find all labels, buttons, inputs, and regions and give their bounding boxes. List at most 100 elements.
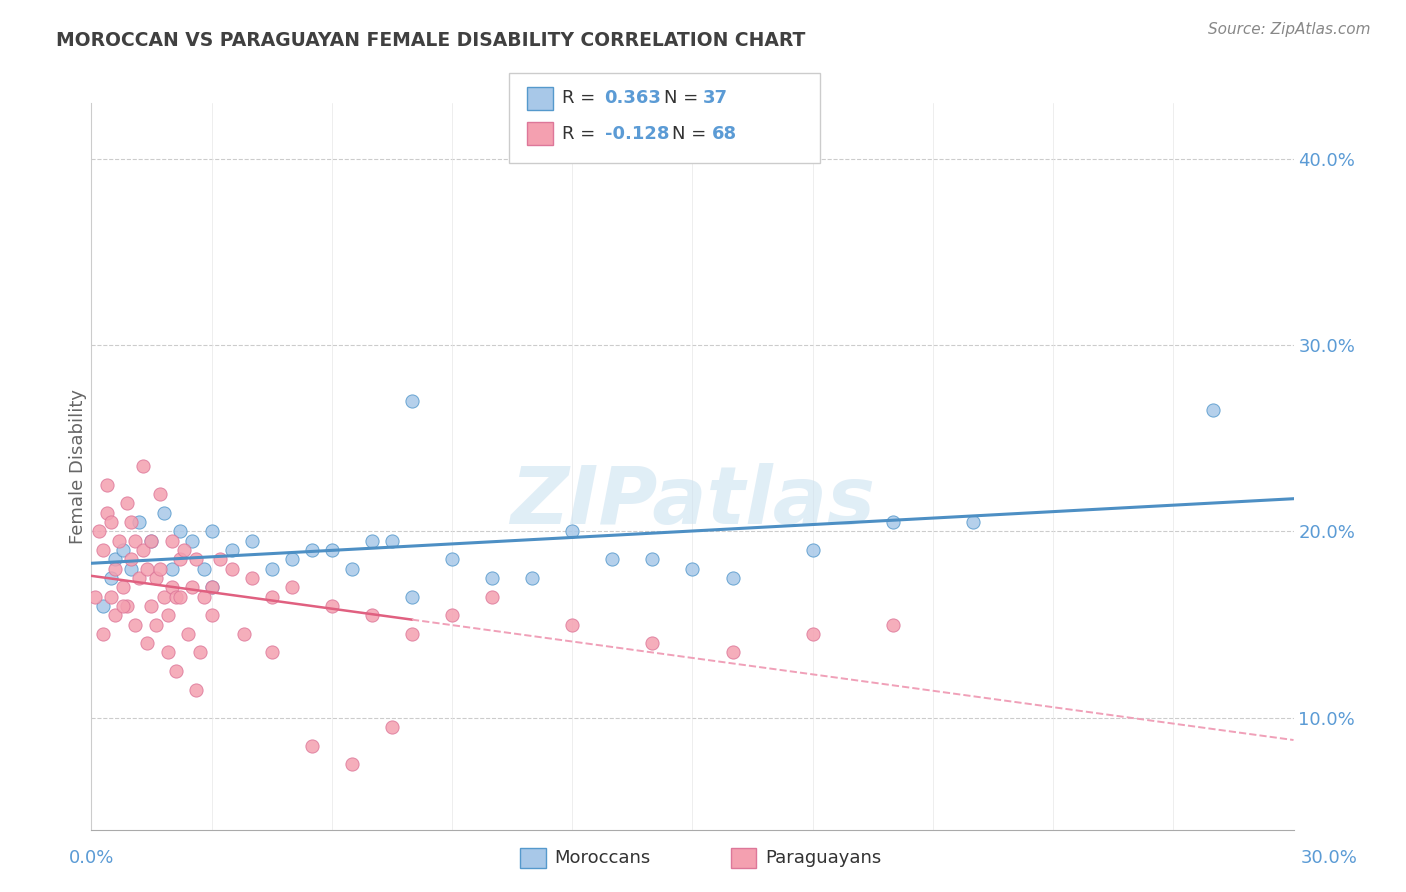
Point bbox=[136, 561, 159, 575]
Point bbox=[193, 561, 215, 575]
Point bbox=[89, 524, 111, 539]
Text: N =: N = bbox=[664, 89, 703, 107]
Point bbox=[201, 580, 224, 594]
Point bbox=[721, 645, 744, 659]
Point bbox=[165, 664, 187, 678]
Point bbox=[301, 739, 323, 753]
Point bbox=[117, 599, 139, 613]
Text: N =: N = bbox=[672, 125, 711, 143]
Text: -0.128: -0.128 bbox=[605, 125, 669, 143]
Point bbox=[221, 543, 243, 558]
Point bbox=[145, 571, 167, 585]
Point bbox=[381, 720, 404, 734]
Point bbox=[141, 533, 163, 548]
Point bbox=[520, 571, 543, 585]
Point bbox=[141, 533, 163, 548]
Point bbox=[201, 608, 224, 623]
Point bbox=[184, 552, 207, 566]
Point bbox=[481, 571, 503, 585]
Point bbox=[232, 627, 254, 641]
Point bbox=[84, 590, 107, 604]
Point bbox=[360, 533, 382, 548]
Point bbox=[132, 543, 155, 558]
Point bbox=[93, 599, 115, 613]
Point bbox=[121, 552, 143, 566]
Point bbox=[128, 571, 150, 585]
Text: 68: 68 bbox=[711, 125, 737, 143]
Point bbox=[301, 543, 323, 558]
Point bbox=[96, 477, 118, 491]
Point bbox=[169, 524, 191, 539]
Text: Paraguayans: Paraguayans bbox=[765, 849, 882, 867]
Point bbox=[160, 533, 183, 548]
Point bbox=[160, 580, 183, 594]
Text: 0.363: 0.363 bbox=[605, 89, 661, 107]
Point bbox=[160, 561, 183, 575]
Point bbox=[882, 515, 904, 529]
Point bbox=[132, 459, 155, 474]
Point bbox=[184, 682, 207, 697]
Text: R =: R = bbox=[562, 89, 602, 107]
Point bbox=[100, 515, 122, 529]
Point bbox=[148, 561, 170, 575]
Point bbox=[148, 487, 170, 501]
Text: 37: 37 bbox=[703, 89, 728, 107]
Point bbox=[104, 608, 127, 623]
Point bbox=[260, 561, 283, 575]
Point bbox=[152, 506, 174, 520]
Point bbox=[108, 533, 131, 548]
Point bbox=[441, 608, 464, 623]
Point bbox=[1202, 403, 1225, 417]
Point bbox=[441, 552, 464, 566]
Point bbox=[240, 571, 263, 585]
Point bbox=[117, 496, 139, 510]
Point bbox=[721, 571, 744, 585]
Point bbox=[481, 590, 503, 604]
Point bbox=[93, 543, 115, 558]
Point bbox=[401, 627, 423, 641]
Point bbox=[240, 533, 263, 548]
Text: 0.0%: 0.0% bbox=[69, 849, 114, 867]
Point bbox=[260, 590, 283, 604]
Point bbox=[124, 533, 146, 548]
Point bbox=[121, 515, 143, 529]
Point bbox=[201, 580, 224, 594]
Y-axis label: Female Disability: Female Disability bbox=[69, 389, 87, 543]
Point bbox=[156, 608, 179, 623]
Point bbox=[112, 580, 135, 594]
Point bbox=[340, 757, 363, 772]
Point bbox=[201, 524, 224, 539]
Text: Source: ZipAtlas.com: Source: ZipAtlas.com bbox=[1208, 22, 1371, 37]
Point bbox=[169, 590, 191, 604]
Point bbox=[801, 627, 824, 641]
Point bbox=[176, 627, 198, 641]
Point bbox=[340, 561, 363, 575]
Point bbox=[112, 543, 135, 558]
Text: ZIPatlas: ZIPatlas bbox=[510, 464, 875, 541]
Point bbox=[641, 552, 664, 566]
Point bbox=[681, 561, 703, 575]
Point bbox=[962, 515, 984, 529]
Point bbox=[141, 599, 163, 613]
Point bbox=[208, 552, 231, 566]
Point bbox=[321, 599, 343, 613]
Point bbox=[193, 590, 215, 604]
Point bbox=[136, 636, 159, 650]
Point bbox=[121, 561, 143, 575]
Point bbox=[381, 533, 404, 548]
Point bbox=[401, 393, 423, 408]
Point bbox=[104, 552, 127, 566]
Text: 30.0%: 30.0% bbox=[1301, 849, 1357, 867]
Point bbox=[165, 590, 187, 604]
Point bbox=[602, 552, 624, 566]
Point bbox=[124, 617, 146, 632]
Point bbox=[801, 543, 824, 558]
Point bbox=[561, 617, 583, 632]
Point bbox=[281, 552, 304, 566]
Text: Moroccans: Moroccans bbox=[554, 849, 650, 867]
Point bbox=[112, 599, 135, 613]
Point bbox=[169, 552, 191, 566]
Point bbox=[100, 590, 122, 604]
Point bbox=[360, 608, 382, 623]
Text: MOROCCAN VS PARAGUAYAN FEMALE DISABILITY CORRELATION CHART: MOROCCAN VS PARAGUAYAN FEMALE DISABILITY… bbox=[56, 31, 806, 50]
